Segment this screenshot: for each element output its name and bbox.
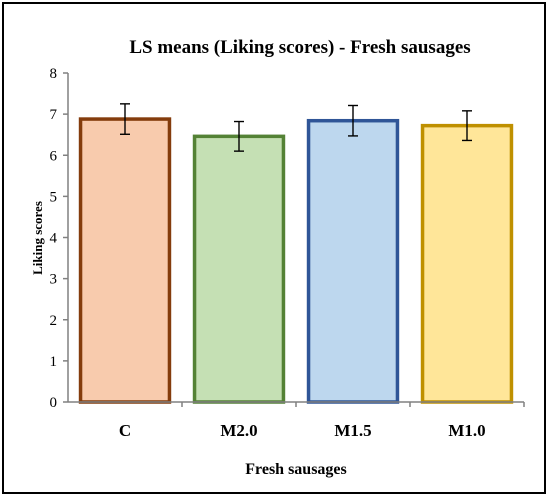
chart-title: LS means (Liking scores) - Fresh sausage… <box>129 37 470 58</box>
y-tick-label: 3 <box>50 272 58 288</box>
error-bar <box>348 104 358 137</box>
y-tick-label: 0 <box>50 395 58 411</box>
y-tick-label: 8 <box>50 66 58 82</box>
bar-m1-0 <box>420 123 514 404</box>
x-axis-ticks: C M2.0 M1.5 M1.0 <box>119 402 525 440</box>
y-tick-label: 4 <box>50 231 58 247</box>
y-tick-label: 6 <box>50 148 58 164</box>
bar-m2-0 <box>192 134 286 404</box>
bar-c <box>78 117 172 404</box>
x-axis-label: Fresh sausages <box>245 461 347 478</box>
x-tick-label: M2.0 <box>220 421 257 440</box>
y-tick-label: 7 <box>50 107 58 123</box>
error-bar <box>462 110 472 142</box>
y-axis-ticks: 0 1 2 3 4 5 6 7 8 <box>50 66 68 411</box>
x-tick-label: M1.5 <box>334 421 371 440</box>
y-tick-label: 5 <box>50 189 58 205</box>
y-axis-label: Liking scores <box>30 201 45 275</box>
x-tick-label: C <box>119 421 131 440</box>
y-tick-label: 1 <box>50 354 58 370</box>
bars <box>78 117 514 404</box>
y-tick-label: 2 <box>50 313 58 329</box>
x-tick-label: M1.0 <box>448 421 485 440</box>
error-bar <box>234 120 244 152</box>
error-bar <box>120 103 130 135</box>
bar-m1-5 <box>306 118 400 404</box>
error-bars <box>120 103 472 152</box>
